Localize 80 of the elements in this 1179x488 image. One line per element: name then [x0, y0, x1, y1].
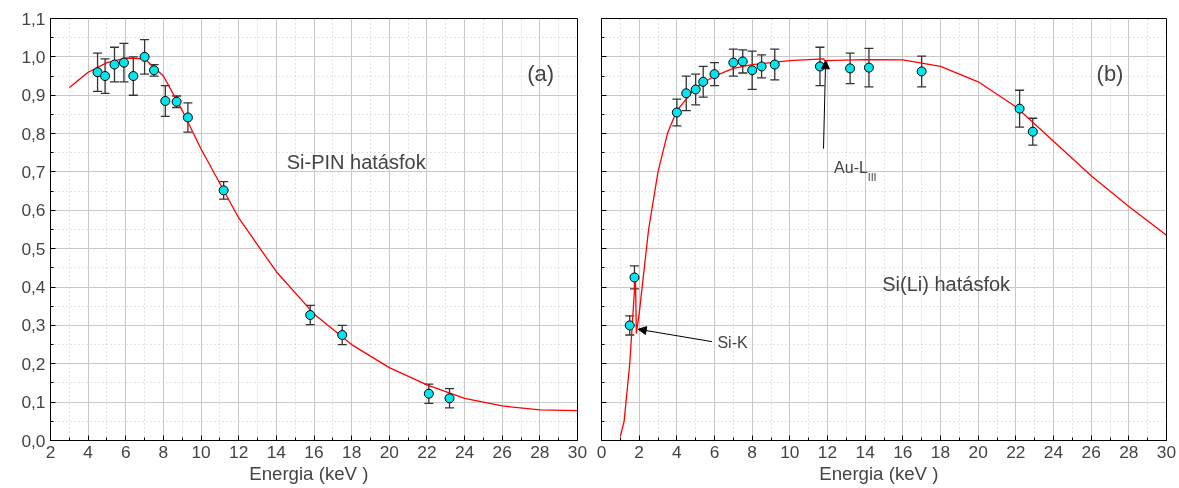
x-tick-label: 24	[1043, 441, 1064, 462]
point	[671, 107, 682, 118]
y-tick-label: 0,5	[21, 238, 46, 259]
x-tick-label: 22	[417, 441, 437, 462]
point	[218, 185, 229, 196]
x-tick-label: 16	[304, 441, 324, 462]
x-tick-label: 12	[817, 441, 838, 462]
x-tick-label: 8	[158, 441, 169, 462]
y-tick-label: 0,3	[21, 315, 46, 336]
point	[182, 112, 193, 123]
point	[690, 84, 701, 95]
x-tick-label: 24	[454, 441, 475, 462]
x-tick-label: 4	[83, 441, 94, 462]
x-tick-label: 20	[968, 441, 988, 462]
point	[128, 71, 139, 82]
point	[737, 56, 748, 67]
x-tick-label: 18	[342, 441, 362, 462]
annotation: Si-K	[717, 334, 748, 352]
point	[139, 51, 150, 62]
point	[709, 69, 720, 80]
x-tick-label: 0	[596, 441, 607, 462]
x-tick-label: 10	[191, 441, 211, 462]
annotation: (a)	[527, 60, 555, 86]
x-tick-label: 20	[379, 441, 399, 462]
x-tick-label: 26	[1081, 441, 1101, 462]
y-tick-label: 1,1	[21, 8, 46, 29]
point	[845, 63, 856, 74]
x-tick-label: 16	[893, 441, 913, 462]
point	[109, 59, 120, 70]
point	[337, 330, 348, 340]
y-tick-label: 0,4	[21, 277, 46, 298]
x-tick-label: 14	[266, 441, 287, 462]
point	[444, 393, 455, 404]
y-tick-label: 0,2	[21, 353, 46, 374]
y-tick-label: 0,1	[21, 392, 46, 413]
point	[747, 65, 758, 76]
annotation: Si-PIN hatásfok	[286, 150, 427, 173]
x-tick-label: 6	[120, 441, 131, 462]
point	[681, 88, 692, 99]
point	[728, 57, 739, 68]
point	[305, 310, 316, 321]
point	[1027, 126, 1038, 137]
point	[624, 320, 635, 331]
x-tick-label: 2	[45, 441, 56, 462]
y-tick-label: 0,9	[21, 85, 46, 106]
point	[863, 62, 874, 73]
x-tick-label: 10	[780, 441, 800, 462]
point	[1014, 103, 1025, 114]
y-tick-label: 0,0	[21, 430, 46, 451]
point	[629, 272, 640, 283]
x-tick-label: 30	[567, 441, 588, 462]
point	[118, 57, 129, 68]
x-tick-label: 28	[1119, 441, 1139, 462]
x-axis-title: Energia (keV )	[819, 462, 939, 484]
point	[698, 76, 709, 87]
point	[160, 95, 171, 106]
x-tick-label: 30	[1156, 441, 1177, 462]
y-tick-label: 0,8	[21, 123, 46, 144]
x-tick-label: 26	[492, 441, 512, 462]
point	[423, 388, 434, 399]
point	[769, 59, 780, 70]
x-tick-label: 4	[672, 441, 683, 462]
point	[756, 61, 767, 72]
y-tick-label: 0,6	[21, 200, 46, 221]
y-tick-label: 1,0	[21, 46, 46, 67]
point	[92, 67, 103, 78]
annotation: (b)	[1096, 60, 1124, 86]
x-tick-label: 12	[229, 441, 249, 462]
annotation: Si(Li) hatásfok	[882, 273, 1012, 296]
x-tick-label: 6	[709, 441, 720, 462]
x-tick-label: 22	[1006, 441, 1026, 462]
x-tick-label: 28	[530, 441, 550, 462]
point	[100, 71, 111, 82]
x-tick-label: 18	[930, 441, 951, 462]
x-tick-label: 14	[855, 441, 876, 462]
y-tick-label: 0,7	[21, 161, 46, 182]
x-tick-label: 2	[634, 441, 644, 462]
point	[916, 66, 927, 77]
x-tick-label: 8	[747, 441, 757, 462]
x-axis-title: Energia (keV )	[249, 462, 369, 484]
